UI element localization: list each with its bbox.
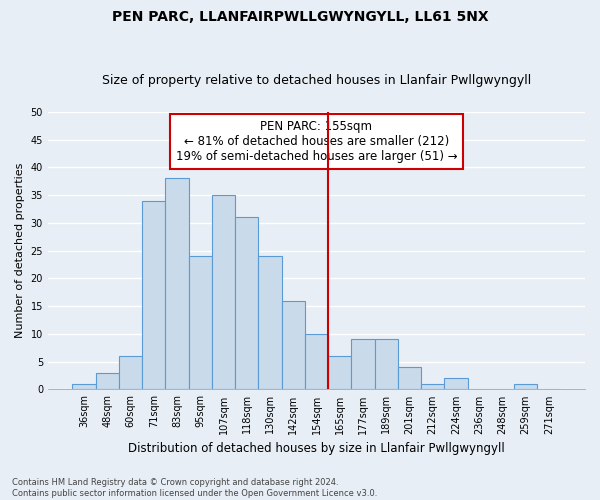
Bar [73, 384, 95, 390]
Text: PEN PARC, LLANFAIRPWLLGWYNGYLL, LL61 5NX: PEN PARC, LLANFAIRPWLLGWYNGYLL, LL61 5NX [112, 10, 488, 24]
Text: PEN PARC: 155sqm
← 81% of detached houses are smaller (212)
19% of semi-detached: PEN PARC: 155sqm ← 81% of detached house… [176, 120, 457, 163]
X-axis label: Distribution of detached houses by size in Llanfair Pwllgwyngyll: Distribution of detached houses by size … [128, 442, 505, 455]
Bar [142, 200, 166, 390]
Bar [212, 195, 235, 390]
Bar [188, 256, 212, 390]
Bar [514, 384, 538, 390]
Bar [119, 356, 142, 390]
Bar [95, 373, 119, 390]
Bar [421, 384, 445, 390]
Bar [328, 356, 352, 390]
Bar [352, 340, 374, 390]
Bar [445, 378, 467, 390]
Bar [166, 178, 188, 390]
Bar [235, 218, 259, 390]
Bar [259, 256, 281, 390]
Bar [374, 340, 398, 390]
Title: Size of property relative to detached houses in Llanfair Pwllgwyngyll: Size of property relative to detached ho… [102, 74, 531, 87]
Bar [305, 334, 328, 390]
Bar [281, 300, 305, 390]
Text: Contains HM Land Registry data © Crown copyright and database right 2024.
Contai: Contains HM Land Registry data © Crown c… [12, 478, 377, 498]
Bar [398, 367, 421, 390]
Y-axis label: Number of detached properties: Number of detached properties [15, 163, 25, 338]
